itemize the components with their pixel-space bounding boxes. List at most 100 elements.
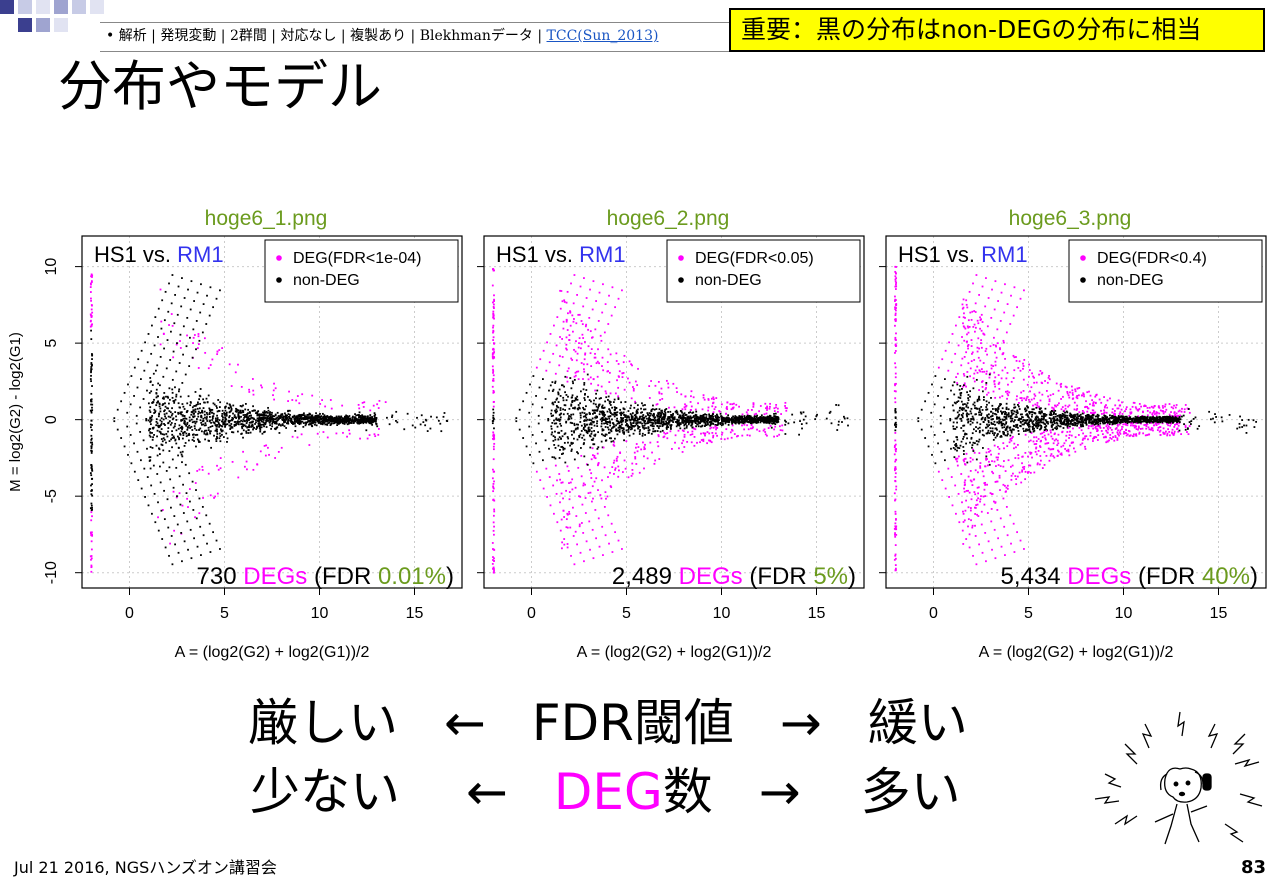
data-point	[769, 402, 771, 405]
data-point	[302, 422, 305, 424]
data-point	[154, 411, 156, 414]
data-point	[89, 426, 92, 429]
data-point	[775, 403, 778, 406]
data-point	[656, 414, 659, 417]
data-point	[713, 408, 716, 411]
data-point	[969, 423, 972, 426]
data-point	[90, 315, 93, 318]
data-point	[698, 417, 701, 419]
data-point	[194, 404, 197, 407]
data-point	[172, 356, 175, 359]
data-point	[615, 457, 618, 460]
data-point	[994, 427, 997, 430]
data-point	[391, 416, 393, 418]
data-point	[559, 422, 562, 425]
data-point	[603, 331, 606, 334]
data-point	[429, 427, 432, 430]
data-point	[90, 447, 93, 450]
data-point	[248, 391, 251, 393]
data-point	[664, 432, 667, 435]
data-point	[179, 412, 182, 414]
data-point	[188, 472, 191, 475]
data-point	[231, 417, 234, 419]
data-point	[556, 397, 559, 400]
data-point	[595, 392, 597, 395]
data-point	[587, 428, 590, 431]
data-point	[518, 428, 521, 431]
data-point	[640, 418, 643, 420]
data-point	[560, 412, 563, 415]
data-point	[954, 448, 957, 451]
data-point	[298, 413, 301, 416]
data-point	[212, 412, 215, 415]
data-point	[993, 434, 996, 436]
data-point	[657, 415, 659, 418]
data-point	[581, 503, 584, 506]
data-point	[493, 294, 495, 297]
data-point	[720, 433, 723, 436]
data-point	[1068, 414, 1071, 417]
data-point	[230, 426, 233, 429]
data-point	[319, 415, 321, 418]
data-point	[690, 409, 692, 411]
data-point	[199, 411, 202, 414]
data-point	[161, 538, 164, 540]
data-point	[692, 396, 695, 399]
data-point	[209, 432, 212, 435]
data-point	[615, 419, 618, 422]
data-point	[643, 427, 646, 430]
data-point	[590, 438, 593, 441]
data-point	[566, 412, 569, 415]
data-point	[1053, 412, 1055, 414]
data-point	[335, 418, 338, 421]
data-point	[315, 414, 318, 417]
data-point	[172, 435, 175, 438]
data-point	[633, 429, 636, 432]
data-point	[764, 402, 767, 405]
data-point	[666, 432, 669, 434]
data-point	[116, 408, 119, 411]
data-point	[219, 457, 222, 459]
data-point	[245, 422, 248, 425]
data-point	[620, 416, 622, 419]
data-point	[980, 412, 983, 415]
data-point	[994, 408, 997, 410]
data-point	[775, 416, 778, 419]
data-point	[671, 448, 673, 450]
data-point	[655, 403, 658, 406]
data-point	[186, 334, 188, 337]
data-point	[580, 454, 583, 457]
data-point	[426, 430, 429, 432]
data-point	[149, 381, 152, 384]
data-point	[569, 481, 572, 484]
data-point	[316, 418, 319, 421]
data-point	[623, 439, 625, 442]
data-point	[348, 429, 351, 432]
data-point	[740, 421, 743, 424]
data-point	[661, 429, 664, 432]
data-point	[620, 423, 623, 426]
data-point	[1087, 416, 1090, 419]
data-point	[90, 324, 93, 327]
data-point	[492, 405, 495, 408]
data-point	[346, 420, 349, 423]
data-point	[285, 427, 288, 429]
data-point	[553, 512, 555, 515]
data-point	[664, 414, 667, 417]
data-point	[148, 391, 151, 394]
data-point	[965, 452, 968, 455]
data-point	[554, 409, 556, 412]
data-point	[773, 412, 775, 415]
data-point	[1175, 423, 1178, 425]
data-point	[555, 344, 558, 347]
data-point	[146, 476, 149, 478]
data-point	[590, 423, 593, 426]
data-point	[280, 413, 283, 416]
data-point	[233, 414, 236, 417]
data-point	[591, 417, 594, 420]
data-point	[223, 413, 226, 415]
data-point	[672, 382, 675, 385]
breadcrumb-link[interactable]: TCC(Sun_2013)	[546, 28, 659, 44]
data-point	[246, 426, 249, 429]
data-point	[613, 415, 616, 418]
